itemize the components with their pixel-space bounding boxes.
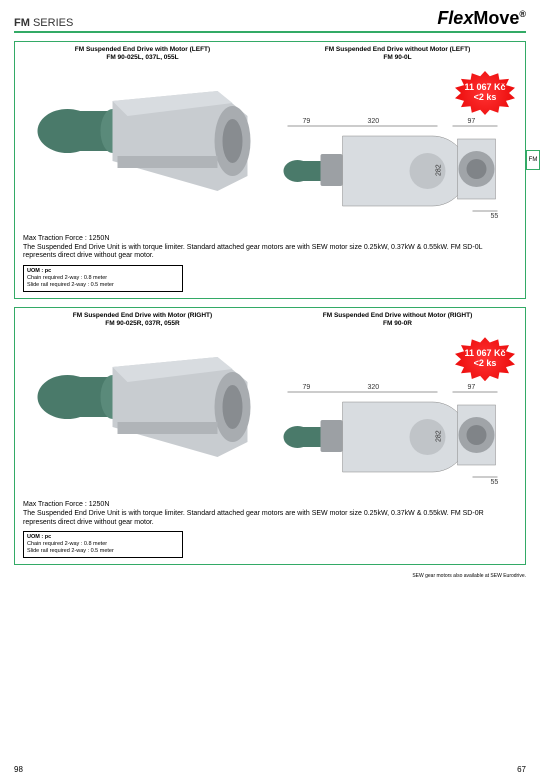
dim-320: 320: [368, 384, 380, 391]
title-no-motor-left: FM Suspended End Drive without Motor (LE…: [270, 42, 525, 61]
title-no-motor-right: FM Suspended End Drive without Motor (RI…: [270, 308, 525, 327]
title-with-motor-left: FM Suspended End Drive with Motor (LEFT)…: [15, 42, 270, 61]
title-with-motor-right: FM Suspended End Drive with Motor (RIGHT…: [15, 308, 270, 327]
dim-97: 97: [468, 118, 476, 125]
page-header: FM SERIES FlexMove®: [0, 0, 540, 31]
uom-line3: Slide rail required 2-way : 0.5 meter: [27, 548, 179, 555]
dim-282: 282: [436, 164, 443, 176]
render-3d-left: [15, 61, 270, 231]
title-text: FM Suspended End Drive without Motor (LE…: [270, 46, 525, 53]
section-left-drive: FM Suspended End Drive with Motor (LEFT)…: [14, 41, 526, 299]
brand-flex: Flex: [437, 8, 473, 28]
title-code: FM 90-025R, 037R, 055R: [15, 320, 270, 327]
section-body: 11 067 Kč <2 ks 79 320 97 282 55: [15, 327, 525, 497]
traction-text: Max Traction Force : 1250N: [23, 501, 517, 508]
dim-97: 97: [468, 384, 476, 391]
page-footer: 98 67: [14, 765, 526, 774]
title-text: FM Suspended End Drive with Motor (RIGHT…: [15, 312, 270, 319]
uom-line2: Chain required 2-way : 0.8 meter: [27, 541, 179, 548]
series-label: FM SERIES: [14, 17, 73, 29]
drive-3d-icon: [15, 61, 270, 231]
brand-logo: FlexMove®: [437, 8, 526, 29]
page-num-right: 67: [517, 765, 526, 774]
render-3d-right: [15, 327, 270, 497]
dim-79: 79: [303, 384, 311, 391]
brand-reg: ®: [519, 9, 526, 19]
section-titles-row: FM Suspended End Drive with Motor (RIGHT…: [15, 308, 525, 327]
side-tab-label: FM: [529, 157, 538, 163]
price-qty: <2 ks: [474, 93, 497, 103]
render-dim-right: 11 067 Kč <2 ks 79 320 97 282 55: [270, 327, 525, 497]
uom-line1: UOM : pc: [27, 268, 179, 275]
section-body: 11 067 Kč <2 ks 79 320 97 282 55: [15, 61, 525, 231]
uom-line1: UOM : pc: [27, 534, 179, 541]
footer-note: SEW gear motors also available at SEW Eu…: [0, 573, 526, 579]
uom-line2: Chain required 2-way : 0.8 meter: [27, 275, 179, 282]
header-rule: [14, 31, 526, 33]
dim-55: 55: [491, 479, 499, 486]
section-titles-row: FM Suspended End Drive with Motor (LEFT)…: [15, 42, 525, 61]
section-right-drive: FM Suspended End Drive with Motor (RIGHT…: [14, 307, 526, 565]
dim-282: 282: [436, 430, 443, 442]
dim-79: 79: [303, 118, 311, 125]
title-code: FM 90-0R: [270, 320, 525, 327]
price-qty: <2 ks: [474, 359, 497, 369]
side-tab: FM: [526, 150, 540, 170]
traction-text: Max Traction Force : 1250N: [23, 235, 517, 242]
series-text: SERIES: [30, 17, 73, 29]
description-text: The Suspended End Drive Unit is with tor…: [23, 244, 517, 261]
uom-line3: Slide rail required 2-way : 0.5 meter: [27, 282, 179, 289]
series-fm: FM: [14, 17, 30, 29]
dim-55: 55: [491, 213, 499, 220]
title-code: FM 90-0L: [270, 54, 525, 61]
brand-move: Move: [473, 8, 519, 28]
title-code: FM 90-025L, 037L, 055L: [15, 54, 270, 61]
dim-320: 320: [368, 118, 380, 125]
description-text: The Suspended End Drive Unit is with tor…: [23, 510, 517, 527]
drive-3d-icon: [15, 327, 270, 497]
page-num-left: 98: [14, 765, 23, 774]
uom-box: UOM : pc Chain required 2-way : 0.8 mete…: [23, 265, 183, 292]
title-text: FM Suspended End Drive with Motor (LEFT): [15, 46, 270, 53]
render-dim-left: 11 067 Kč <2 ks 79 320 97 282 55: [270, 61, 525, 231]
uom-box: UOM : pc Chain required 2-way : 0.8 mete…: [23, 531, 183, 558]
title-text: FM Suspended End Drive without Motor (RI…: [270, 312, 525, 319]
